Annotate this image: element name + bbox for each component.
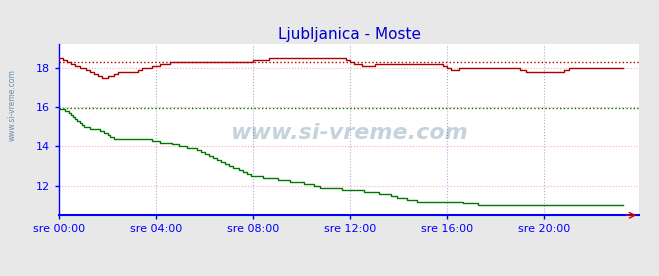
Title: Ljubljanica - Moste: Ljubljanica - Moste: [278, 26, 420, 42]
Text: www.si-vreme.com: www.si-vreme.com: [8, 69, 17, 141]
Text: www.si-vreme.com: www.si-vreme.com: [231, 123, 468, 143]
